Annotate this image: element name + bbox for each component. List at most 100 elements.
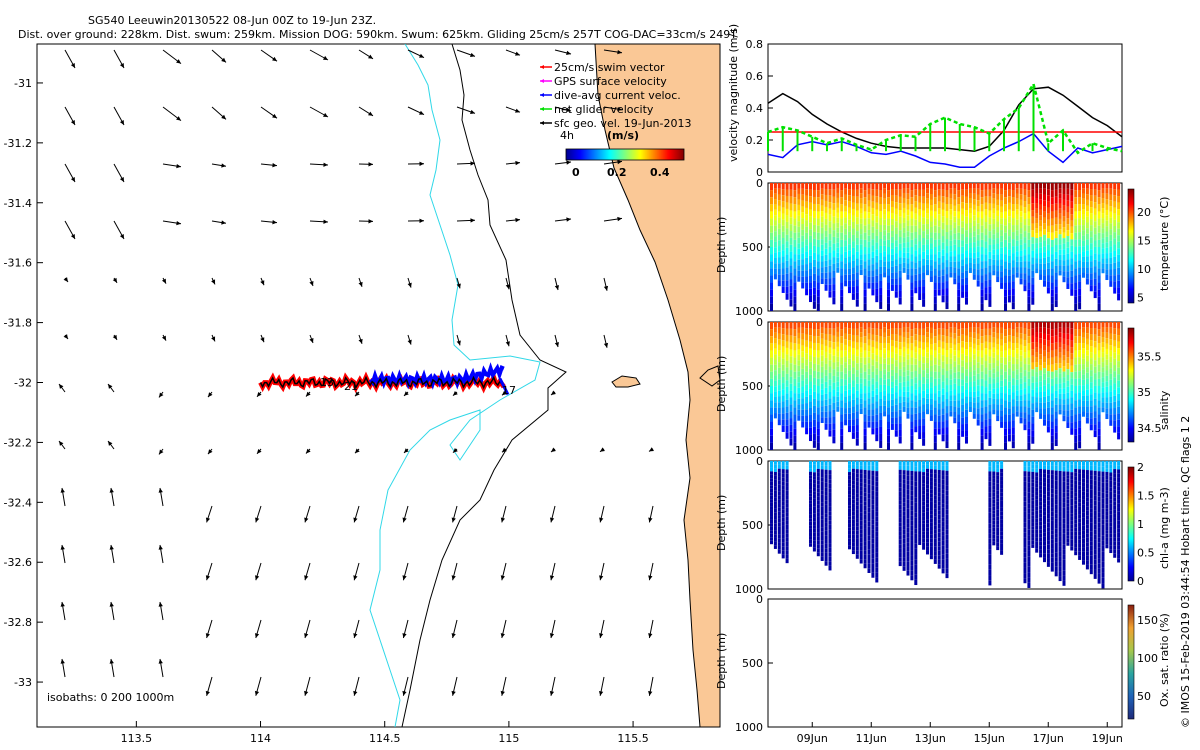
profile-cell xyxy=(875,521,879,527)
vector-arrowhead xyxy=(358,281,363,287)
profile-cell xyxy=(879,273,883,281)
profile-cell xyxy=(972,397,976,403)
profile-cell xyxy=(871,214,875,221)
profile-cell xyxy=(1117,248,1121,255)
profile-cell xyxy=(844,333,848,340)
profile-cell xyxy=(871,428,875,435)
profile-cell xyxy=(922,527,926,532)
profile-cell xyxy=(968,351,972,357)
profile-cell xyxy=(1015,395,1019,401)
profile-cell xyxy=(968,371,972,377)
profile-cell xyxy=(770,343,773,351)
profile-cell xyxy=(816,428,820,436)
profile-cell xyxy=(941,381,945,389)
profile-cell xyxy=(988,507,992,513)
profile-cell xyxy=(867,253,871,260)
profile-cell xyxy=(968,207,972,213)
profile-cell xyxy=(785,254,789,261)
profile-cell xyxy=(996,505,1000,510)
profile-cell xyxy=(933,268,937,276)
profile-cell xyxy=(984,341,988,349)
profile-cell xyxy=(1085,194,1089,200)
profile-cell xyxy=(926,322,929,328)
profile-cell xyxy=(1070,528,1074,532)
profile-cell xyxy=(812,238,816,246)
profile-cell xyxy=(961,398,965,405)
profile-cell xyxy=(1031,349,1035,356)
profile-cell xyxy=(894,195,898,203)
profile-cell xyxy=(855,251,859,259)
vector-arrowhead xyxy=(402,575,407,581)
profile-cell xyxy=(1007,209,1011,217)
profile-cell xyxy=(1085,546,1089,552)
profile-cell xyxy=(1054,377,1058,385)
profile-cell xyxy=(773,359,777,365)
profile-cell xyxy=(906,193,910,200)
velocity-panel: 00.20.40.60.8 velocity magnitude (m/s) xyxy=(727,24,1123,179)
profile-cell xyxy=(879,405,883,413)
profile-cell xyxy=(1050,268,1054,276)
profile-cell xyxy=(859,486,863,491)
profile-cell xyxy=(918,215,922,222)
profile-cell xyxy=(828,529,832,534)
profile-cell xyxy=(828,515,832,521)
profile-cell xyxy=(887,371,890,379)
profile-cell xyxy=(922,475,926,480)
profile-cell xyxy=(781,485,785,490)
profile-cell xyxy=(1097,211,1101,219)
profile-cell xyxy=(879,203,883,211)
profile-cell xyxy=(1039,252,1043,259)
profile-cell xyxy=(996,216,1000,222)
profile-cell xyxy=(801,218,805,225)
profile-cell xyxy=(793,428,797,436)
vector-arrowhead xyxy=(306,448,311,454)
profile-cell xyxy=(863,225,867,233)
profile-cell xyxy=(812,494,816,499)
profile-cell xyxy=(867,507,871,513)
profile-cell xyxy=(1007,236,1011,243)
profile-cell xyxy=(976,385,980,392)
profile-cell xyxy=(1035,472,1039,477)
profile-cell xyxy=(890,357,894,364)
profile-cell xyxy=(770,478,773,482)
depth-axis-label: Depth (m) xyxy=(715,356,728,412)
profile-cell xyxy=(1035,483,1039,488)
profile-cell xyxy=(883,332,887,338)
profile-cell xyxy=(1019,261,1023,268)
profile-cell xyxy=(902,511,906,516)
profile-cell xyxy=(906,465,910,471)
profile-cell xyxy=(851,425,855,433)
profile-cell xyxy=(816,322,820,330)
profile-cell xyxy=(1105,332,1109,339)
profile-cell xyxy=(890,399,894,406)
profile-cell xyxy=(937,245,941,252)
profile-cell xyxy=(898,522,902,527)
profile-cell xyxy=(824,284,828,291)
profile-cell xyxy=(1117,374,1121,381)
profile-cell xyxy=(816,508,820,513)
profile-cell xyxy=(976,263,980,270)
profile-cell xyxy=(1078,502,1082,507)
vector-arrowhead xyxy=(205,517,211,523)
profile-cell xyxy=(1050,393,1054,401)
profile-cell xyxy=(770,499,773,503)
profile-cell xyxy=(1046,483,1050,488)
profile-cell xyxy=(941,295,945,303)
profile-cell xyxy=(1039,263,1043,270)
profile-cell xyxy=(867,276,871,283)
profile-cell xyxy=(949,266,953,273)
profile-cell xyxy=(793,343,797,351)
profile-cell xyxy=(937,365,941,373)
profile-cell xyxy=(820,272,824,279)
profile-cell xyxy=(929,221,933,227)
profile-cell xyxy=(836,242,840,248)
profile-cell xyxy=(785,373,789,381)
profile-cell xyxy=(922,383,926,391)
profile-cell xyxy=(988,533,992,539)
profile-cell xyxy=(1035,263,1039,269)
profile-cell xyxy=(910,393,914,401)
profile-cell xyxy=(1082,465,1085,470)
profile-cell xyxy=(894,341,898,348)
profile-cell xyxy=(785,341,789,348)
vector-arrowhead xyxy=(549,633,555,638)
